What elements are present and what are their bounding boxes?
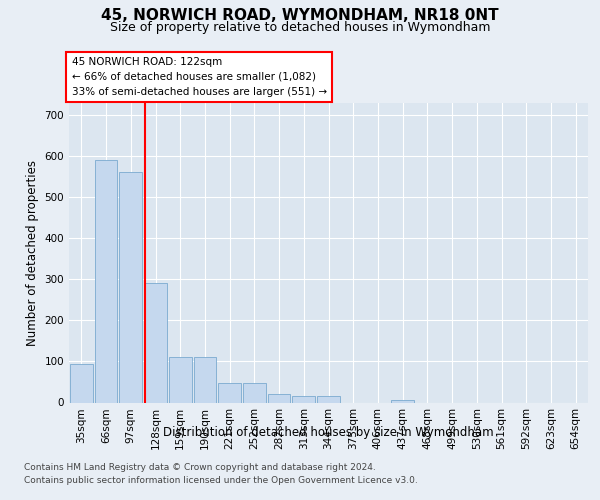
Text: Contains HM Land Registry data © Crown copyright and database right 2024.: Contains HM Land Registry data © Crown c… bbox=[24, 462, 376, 471]
Bar bbox=[317, 396, 340, 402]
Bar bbox=[169, 358, 191, 403]
Text: Size of property relative to detached houses in Wymondham: Size of property relative to detached ho… bbox=[110, 21, 490, 34]
Text: Distribution of detached houses by size in Wymondham: Distribution of detached houses by size … bbox=[163, 426, 494, 439]
Bar bbox=[218, 383, 241, 402]
Text: 45, NORWICH ROAD, WYMONDHAM, NR18 0NT: 45, NORWICH ROAD, WYMONDHAM, NR18 0NT bbox=[101, 8, 499, 22]
Bar bbox=[391, 400, 414, 402]
Bar bbox=[194, 358, 216, 403]
Y-axis label: Number of detached properties: Number of detached properties bbox=[26, 160, 39, 346]
Bar bbox=[70, 364, 93, 403]
Bar bbox=[144, 284, 167, 403]
Bar bbox=[268, 394, 290, 402]
Text: 45 NORWICH ROAD: 122sqm
← 66% of detached houses are smaller (1,082)
33% of semi: 45 NORWICH ROAD: 122sqm ← 66% of detache… bbox=[71, 57, 327, 96]
Bar bbox=[119, 172, 142, 402]
Text: Contains public sector information licensed under the Open Government Licence v3: Contains public sector information licen… bbox=[24, 476, 418, 485]
Bar bbox=[292, 396, 315, 402]
Bar bbox=[243, 383, 266, 402]
Bar bbox=[95, 160, 118, 402]
